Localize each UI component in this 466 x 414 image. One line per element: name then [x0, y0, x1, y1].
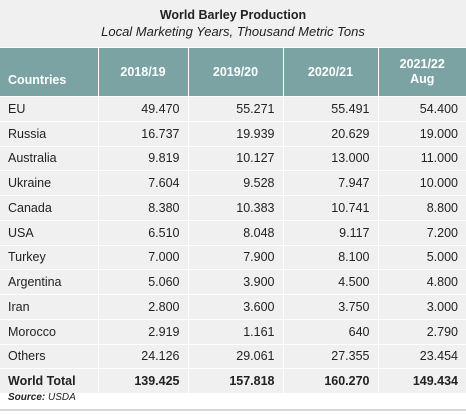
column-header: 2021/22 Aug	[377, 48, 466, 97]
cell: 4.500	[282, 269, 378, 295]
source: Source: USDA	[8, 392, 76, 403]
header-row: Countries 2018/19 2019/20 2020/21 2021/22 Aug	[0, 48, 466, 97]
cell: 6.510	[97, 219, 188, 245]
table-row: Canada 8.380 10.383 10.741 8.800	[0, 195, 466, 221]
cell: 3.600	[187, 294, 283, 320]
row-label: Iran	[0, 294, 98, 320]
column-header: 2018/19	[97, 48, 188, 97]
cell: 8.380	[97, 195, 188, 221]
cell: 27.355	[282, 343, 378, 369]
column-header: 2020/21	[282, 48, 378, 97]
cell: 9.528	[187, 170, 283, 196]
cell: 1.161	[187, 318, 283, 344]
table-row: Argentina 5.060 3.900 4.500 4.800	[0, 269, 466, 295]
cell: 10.383	[187, 195, 283, 221]
cell: 8.100	[282, 244, 378, 270]
cell: 19.000	[377, 120, 466, 146]
row-label: Others	[0, 343, 98, 369]
row-label: Morocco	[0, 318, 98, 344]
cell: 24.126	[97, 343, 188, 369]
cell: 55.491	[282, 96, 378, 122]
row-label: Australia	[0, 145, 98, 171]
table-row: Others 24.126 29.061 27.355 23.454	[0, 343, 466, 369]
table-row: EU 49.470 55.271 55.491 54.400	[0, 96, 466, 122]
cell: 10.127	[187, 145, 283, 171]
row-label: USA	[0, 219, 98, 245]
table-row: Ukraine 7.604 9.528 7.947 10.000	[0, 170, 466, 196]
cell: 13.000	[282, 145, 378, 171]
table-row: Turkey 7.000 7.900 8.100 5.000	[0, 244, 466, 270]
row-label: World Total	[0, 368, 98, 393]
row-label: Ukraine	[0, 170, 98, 196]
row-label: Turkey	[0, 244, 98, 270]
cell: 157.818	[187, 368, 283, 393]
cell: 11.000	[377, 145, 466, 171]
cell: 8.800	[377, 195, 466, 221]
column-header-line: Aug	[410, 72, 435, 86]
row-label: EU	[0, 96, 98, 122]
cell: 5.060	[97, 269, 188, 295]
cell: 160.270	[282, 368, 378, 393]
cell: 4.800	[377, 269, 466, 295]
cell: 16.737	[97, 120, 188, 146]
cell: 7.900	[187, 244, 283, 270]
header: World Barley Production Local Marketing …	[0, 0, 466, 47]
cell: 7.947	[282, 170, 378, 196]
row-label: Canada	[0, 195, 98, 221]
table-row: Russia 16.737 19.939 20.629 19.000	[0, 120, 466, 146]
cell: 10.000	[377, 170, 466, 196]
cell: 5.000	[377, 244, 466, 270]
source-label: Source:	[8, 392, 46, 403]
cell: 3.000	[377, 294, 466, 320]
cell: 19.939	[187, 120, 283, 146]
row-label: Russia	[0, 120, 98, 146]
table-row: Iran 2.800 3.600 3.750 3.000	[0, 294, 466, 320]
cell: 3.750	[282, 294, 378, 320]
cell: 139.425	[97, 368, 188, 393]
cell: 2.790	[377, 318, 466, 344]
cell: 8.048	[187, 219, 283, 245]
cell: 640	[282, 318, 378, 344]
cell: 23.454	[377, 343, 466, 369]
cell: 3.900	[187, 269, 283, 295]
cell: 7.200	[377, 219, 466, 245]
cell: 49.470	[97, 96, 188, 122]
subtitle: Local Marketing Years, Thousand Metric T…	[101, 24, 365, 39]
cell: 2.800	[97, 294, 188, 320]
cell: 9.117	[282, 219, 378, 245]
table-row: USA 6.510 8.048 9.117 7.200	[0, 219, 466, 245]
source-text: USDA	[48, 392, 76, 403]
cell: 55.271	[187, 96, 283, 122]
cell: 9.819	[97, 145, 188, 171]
column-header: Countries	[0, 48, 98, 97]
table-row: Morocco 2.919 1.161 640 2.790	[0, 318, 466, 344]
rule	[0, 409, 466, 411]
column-header-line: 2021/22	[399, 57, 445, 71]
column-header: 2019/20	[187, 48, 283, 97]
table-row: Australia 9.819 10.127 13.000 11.000	[0, 145, 466, 171]
cell: 54.400	[377, 96, 466, 122]
cell: 7.000	[97, 244, 188, 270]
row-label: Argentina	[0, 269, 98, 295]
table-row: World Total 139.425 157.818 160.270 149.434	[0, 368, 466, 393]
cell: 20.629	[282, 120, 378, 146]
cell: 7.604	[97, 170, 188, 196]
cell: 149.434	[377, 368, 466, 393]
cell: 2.919	[97, 318, 188, 344]
data-table: Countries 2018/19 2019/20 2020/21 2021/22 Aug…	[0, 48, 466, 393]
cell: 10.741	[282, 195, 378, 221]
title: World Barley Production	[159, 8, 307, 22]
cell: 29.061	[187, 343, 283, 369]
